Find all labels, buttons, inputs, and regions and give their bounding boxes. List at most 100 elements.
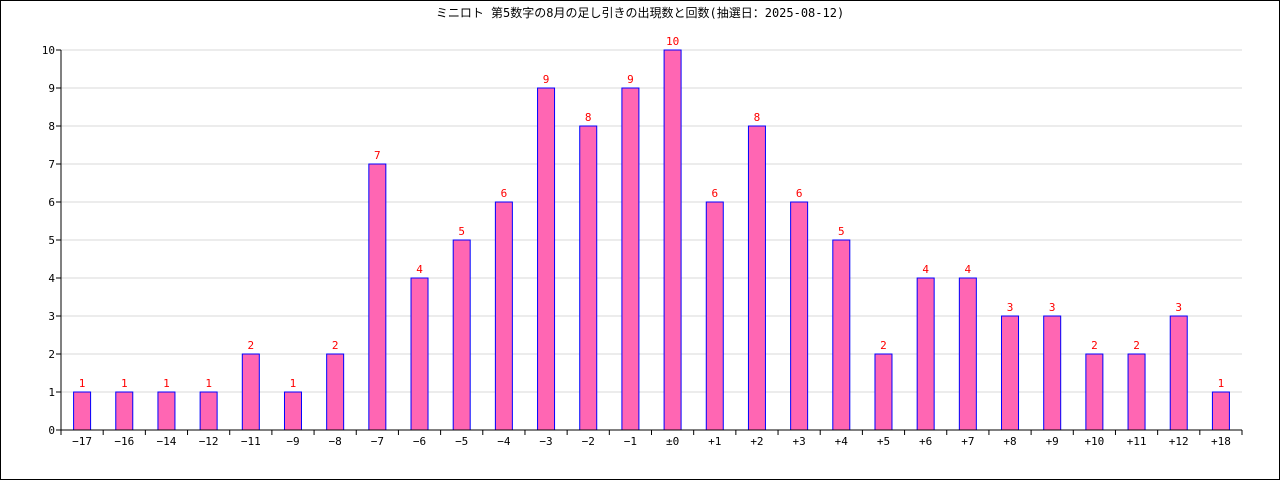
bar-value-label: 5 [458,225,465,238]
x-tick-label: −11 [241,435,261,448]
bar-value-label: 1 [163,377,170,390]
bar-value-label: 3 [1007,301,1014,314]
grid-lines [61,49,1242,393]
bar [73,391,92,431]
x-tick-label: +5 [877,435,890,448]
y-tick-label: 1 [48,386,55,399]
x-tick-label: −2 [582,435,595,448]
x-tick-label: +11 [1127,435,1147,448]
x-tick-label: +10 [1084,435,1104,448]
bar-value-label: 4 [922,263,929,276]
bar [1043,315,1062,431]
x-tick-label: −4 [497,435,511,448]
bar [874,353,893,431]
x-tick-label: ±0 [666,435,679,448]
bar-value-label: 6 [711,187,718,200]
x-tick-label: +4 [835,435,849,448]
x-tick-label: +18 [1211,435,1231,448]
bar-value-label: 6 [501,187,508,200]
bar-value-label: 9 [543,73,550,86]
x-tick-label: +1 [708,435,721,448]
bar-value-label: 2 [332,339,339,352]
x-tick-label: +8 [1003,435,1016,448]
bar-value-label: 3 [1175,301,1182,314]
bar [326,353,345,431]
bar [283,391,302,431]
bar [1001,315,1020,431]
bar-value-label: 2 [1133,339,1140,352]
y-tick-label: 8 [48,120,55,133]
bar [832,239,851,431]
y-tick-label: 6 [48,196,55,209]
bar [452,239,471,431]
y-tick-label: 10 [42,44,55,57]
bar-value-label: 2 [247,339,254,352]
y-tick-label: 9 [48,82,55,95]
bar [537,87,556,431]
x-tick-label: −7 [371,435,384,448]
bar-value-label: 9 [627,73,634,86]
bar [494,201,513,431]
x-tick-label: −17 [72,435,92,448]
labels: 0123456789101−171−161−141−122−111−92−87−… [42,35,1231,448]
bar-value-label: 4 [416,263,423,276]
bar-value-label: 10 [666,35,679,48]
bar [621,87,640,431]
x-tick-label: +3 [793,435,806,448]
chart-title: ミニロト 第5数字の8月の足し引きの出現数と回数(抽選日：2025-08-12) [436,5,844,20]
bar [1127,353,1146,431]
x-tick-label: −14 [157,435,177,448]
bar-value-label: 4 [965,263,972,276]
bar-value-label: 2 [1091,339,1098,352]
bars [73,49,1230,431]
x-tick-label: −9 [286,435,299,448]
bar-value-label: 1 [1218,377,1225,390]
bar [705,201,724,431]
bar [115,391,134,431]
y-tick-label: 7 [48,158,55,171]
bar [958,277,977,431]
y-tick-label: 2 [48,348,55,361]
x-tick-label: −8 [329,435,342,448]
bar-value-label: 1 [205,377,212,390]
bar-value-label: 6 [796,187,803,200]
axes [56,49,1243,435]
x-tick-label: −16 [114,435,134,448]
bar [368,163,387,431]
y-tick-label: 0 [48,424,55,437]
x-tick-label: +9 [1046,435,1059,448]
x-tick-label: −12 [199,435,219,448]
x-tick-label: −3 [539,435,552,448]
y-tick-label: 4 [48,272,55,285]
x-tick-label: −5 [455,435,468,448]
bar-value-label: 7 [374,149,381,162]
x-tick-label: +2 [750,435,763,448]
y-tick-label: 3 [48,310,55,323]
bar [663,49,682,431]
bar [1085,353,1104,431]
x-tick-label: +7 [961,435,974,448]
bar [579,125,598,431]
bar-value-label: 5 [838,225,845,238]
bar-value-label: 1 [121,377,128,390]
bar [790,201,809,431]
bar [1211,391,1230,431]
bar [157,391,176,431]
bar [199,391,218,431]
bar-value-label: 8 [754,111,761,124]
bar [241,353,260,431]
bar-value-label: 1 [290,377,297,390]
x-tick-label: +6 [919,435,932,448]
bar [747,125,766,431]
y-tick-label: 5 [48,234,55,247]
bar [916,277,935,431]
bar-value-label: 2 [880,339,887,352]
x-tick-label: −1 [624,435,637,448]
bar-value-label: 1 [79,377,86,390]
bar-value-label: 3 [1049,301,1056,314]
x-tick-label: −6 [413,435,426,448]
bar-value-label: 8 [585,111,592,124]
bar [1169,315,1188,431]
